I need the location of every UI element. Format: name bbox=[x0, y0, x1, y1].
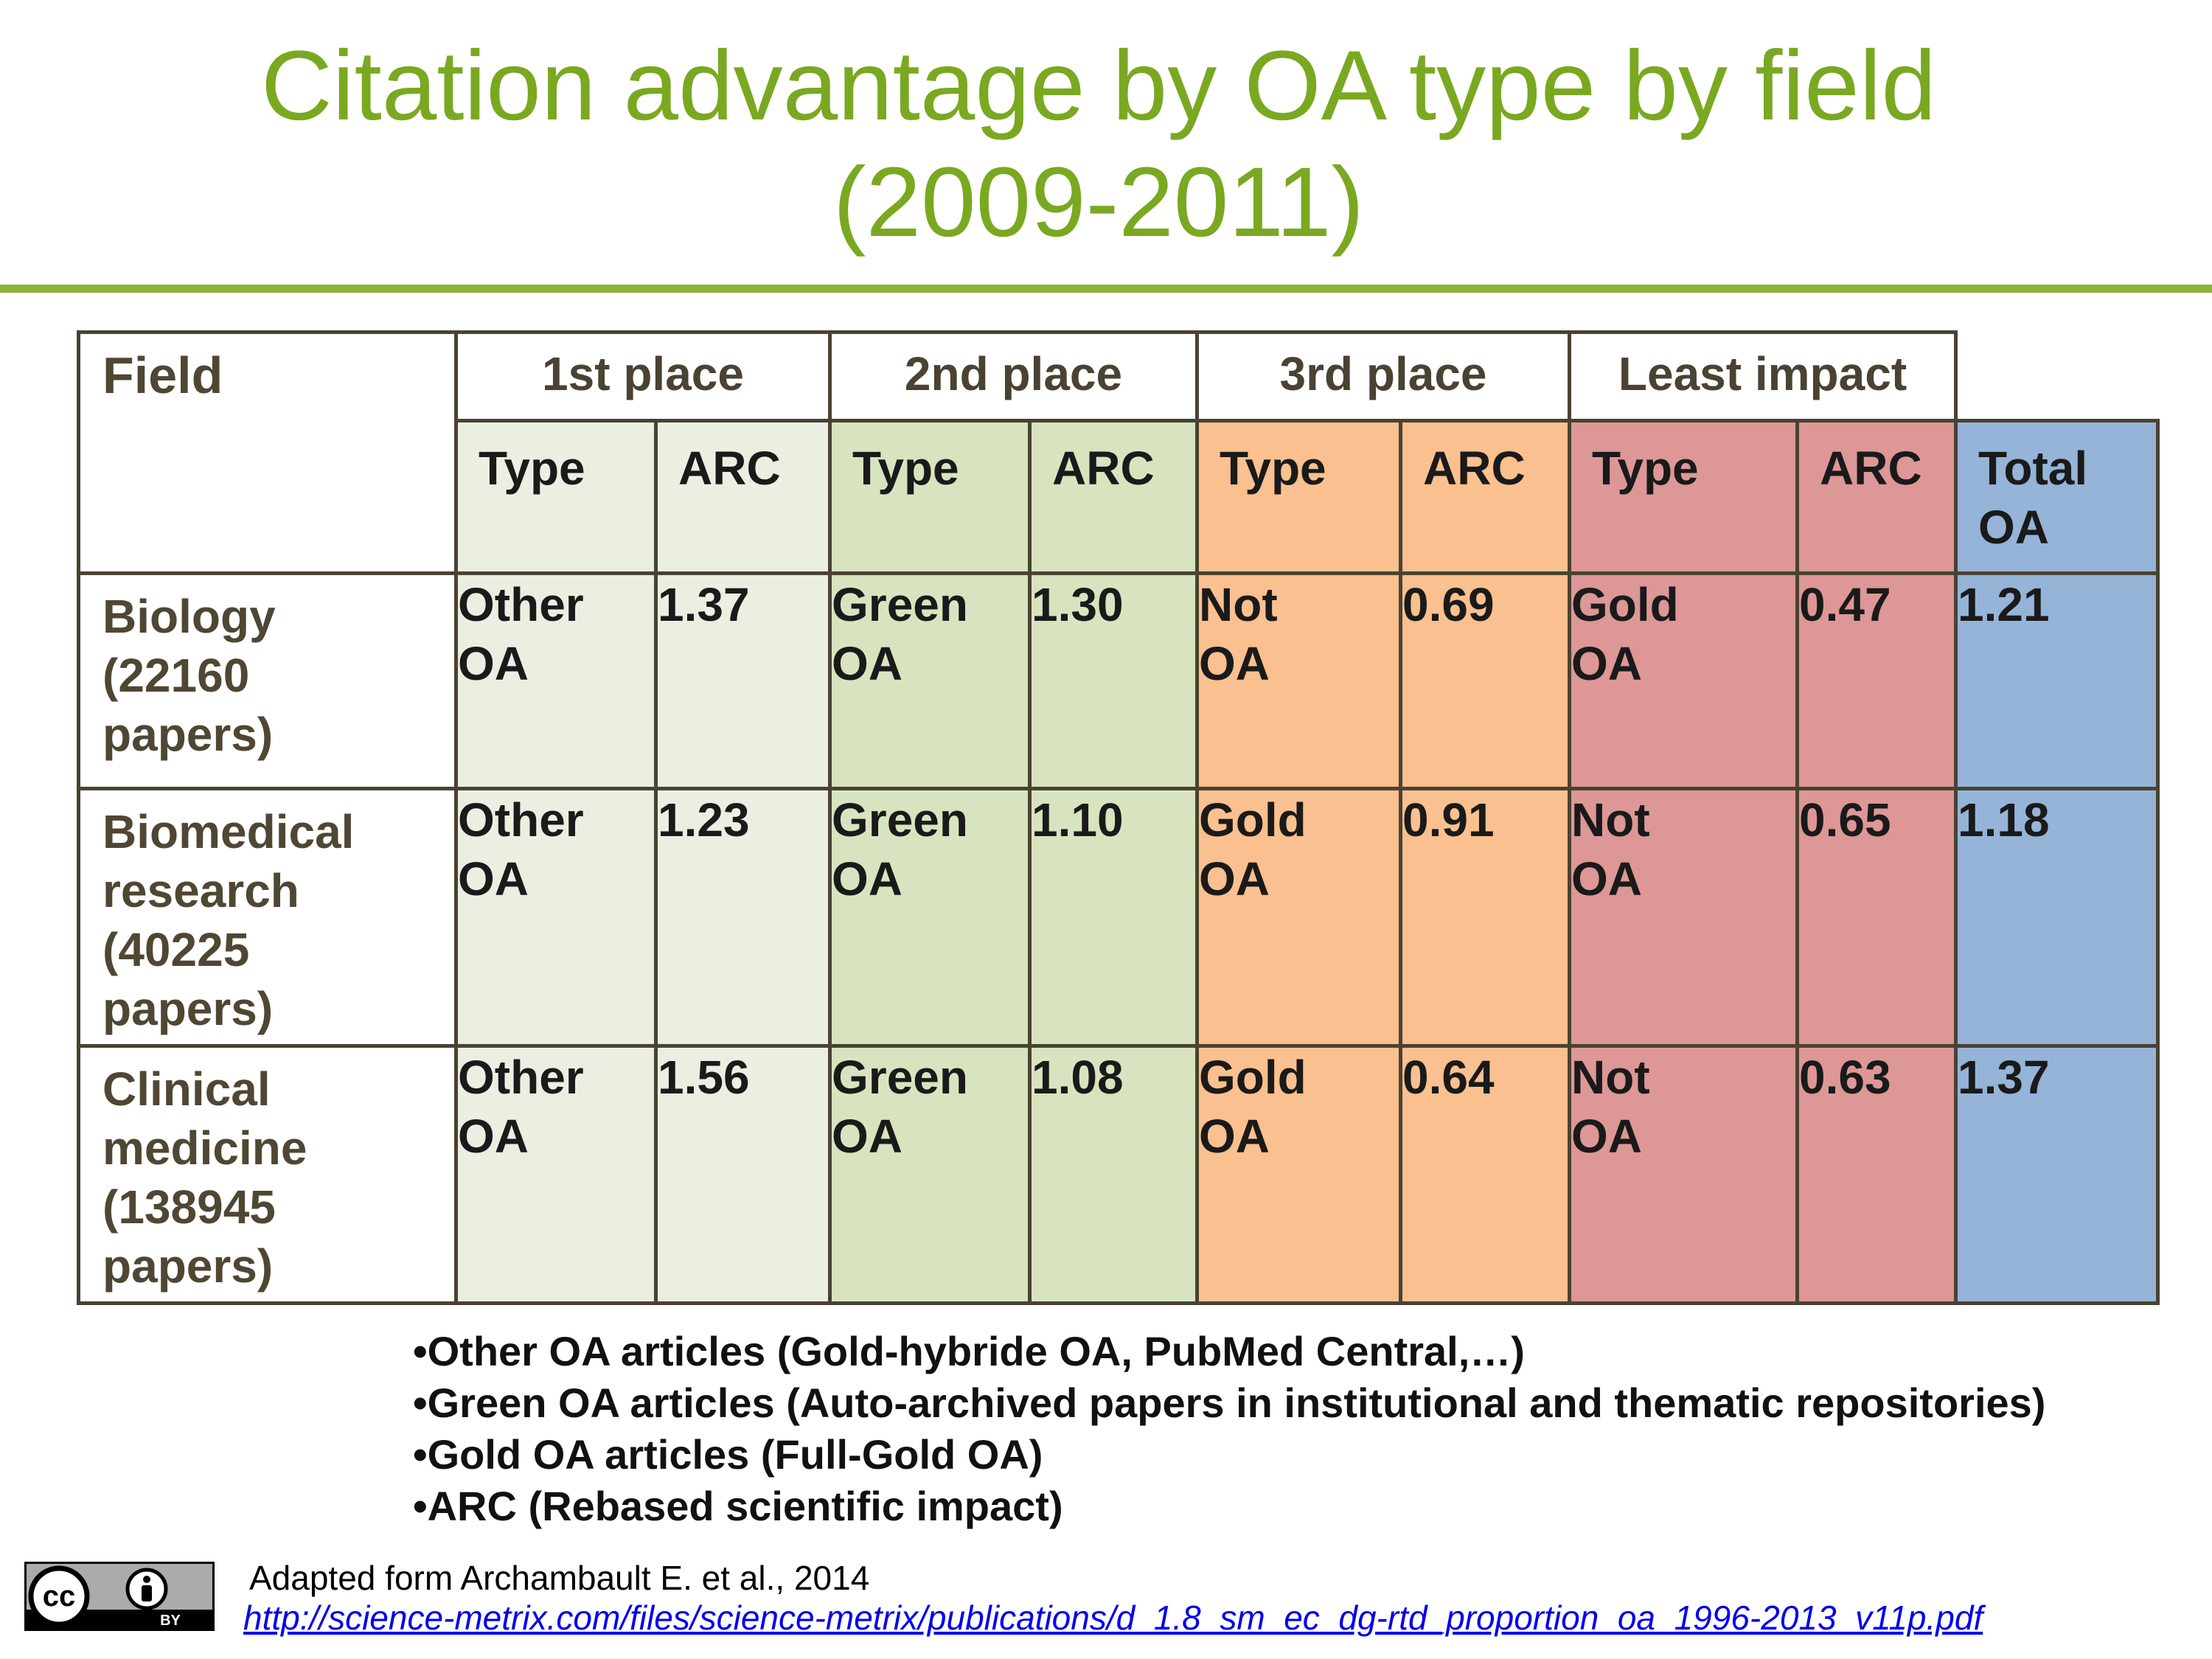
sub-arc-2: ARC bbox=[1028, 419, 1199, 575]
third-arc-cell: 0.69 bbox=[1399, 571, 1571, 790]
third-arc-cell: 0.64 bbox=[1399, 1044, 1571, 1305]
sub-type-2: Type bbox=[828, 419, 1031, 575]
group-header-2nd: 2nd place bbox=[828, 330, 1199, 422]
cc-by-icon[interactable]: cc BY bbox=[24, 1562, 215, 1631]
legend-item: ARC (Rebased scientific impact) bbox=[413, 1481, 2045, 1532]
second-type-cell: Green OA bbox=[828, 1044, 1031, 1305]
sub-arc-3: ARC bbox=[1399, 419, 1571, 575]
legend-item: Gold OA articles (Full-Gold OA) bbox=[413, 1429, 2045, 1481]
table-row: Biology (22160 papers) Other OA 1.37 Green O… bbox=[77, 571, 2160, 790]
least-arc-cell: 0.47 bbox=[1795, 571, 1958, 790]
least-type-cell: Not OA bbox=[1568, 1044, 1798, 1305]
sub-total-oa: Total OA bbox=[1954, 419, 2160, 575]
field-cell: Biomedical research (40225 papers) bbox=[77, 787, 458, 1048]
third-type-cell: Gold OA bbox=[1195, 1044, 1402, 1305]
legend-item: Other OA articles (Gold-hybride OA, PubM… bbox=[413, 1326, 2045, 1377]
source-link[interactable]: http://science-metrix.com/files/science-… bbox=[243, 1599, 1983, 1637]
second-arc-cell: 1.08 bbox=[1028, 1044, 1199, 1305]
least-arc-cell: 0.65 bbox=[1795, 787, 1958, 1048]
sub-arc-4: ARC bbox=[1795, 419, 1958, 575]
table-row: Clinical medicine (138945 papers) Other OA 1… bbox=[77, 1044, 2160, 1305]
group-header-1st: 1st place bbox=[454, 330, 832, 422]
sub-type-3: Type bbox=[1195, 419, 1402, 575]
slide-title: Citation advantage by OA type by field (… bbox=[0, 28, 2197, 261]
group-header-least: Least impact bbox=[1568, 330, 1958, 422]
least-arc-cell: 0.63 bbox=[1795, 1044, 1958, 1305]
by-text: BY bbox=[160, 1613, 181, 1629]
table-row: Biomedical research (40225 papers) Other OA … bbox=[77, 787, 2160, 1048]
group-header-3rd: 3rd place bbox=[1195, 330, 1571, 422]
field-header: Field bbox=[77, 330, 458, 575]
least-type-cell: Gold OA bbox=[1568, 571, 1798, 790]
legend-item: Green OA articles (Auto-archived papers … bbox=[413, 1377, 2046, 1429]
citation-advantage-table: Field 1st place 2nd place 3rd place Leas… bbox=[77, 330, 2160, 1305]
title-divider bbox=[0, 285, 2212, 293]
total-oa-cell: 1.37 bbox=[1954, 1044, 2160, 1305]
second-arc-cell: 1.30 bbox=[1028, 571, 1199, 790]
title-line-1: Citation advantage by OA type by field bbox=[261, 31, 1936, 141]
first-arc-cell: 1.23 bbox=[654, 787, 832, 1048]
sub-arc-1: ARC bbox=[654, 419, 832, 575]
total-oa-cell: 1.21 bbox=[1954, 571, 2160, 790]
second-type-cell: Green OA bbox=[828, 571, 1031, 790]
source-credit: Adapted form Archambault E. et al., 2014 bbox=[249, 1559, 870, 1597]
first-type-cell: Other OA bbox=[454, 1044, 657, 1305]
sub-type-4: Type bbox=[1568, 419, 1798, 575]
second-arc-cell: 1.10 bbox=[1028, 787, 1199, 1048]
least-type-cell: Not OA bbox=[1568, 787, 1798, 1048]
third-type-cell: Gold OA bbox=[1195, 787, 1402, 1048]
second-type-cell: Green OA bbox=[828, 787, 1031, 1048]
third-arc-cell: 0.91 bbox=[1399, 787, 1571, 1048]
title-line-2: (2009-2011) bbox=[832, 147, 1365, 257]
header-spacer bbox=[1954, 332, 2158, 422]
first-arc-cell: 1.37 bbox=[654, 571, 832, 790]
first-arc-cell: 1.56 bbox=[654, 1044, 832, 1305]
legend-list: Other OA articles (Gold-hybride OA, PubM… bbox=[413, 1326, 2046, 1532]
first-type-cell: Other OA bbox=[454, 571, 657, 790]
field-cell: Biology (22160 papers) bbox=[77, 571, 458, 790]
sub-type-1: Type bbox=[454, 419, 657, 575]
cc-text: cc bbox=[43, 1580, 76, 1613]
first-type-cell: Other OA bbox=[454, 787, 657, 1048]
cc-by-logo: cc BY bbox=[27, 1564, 212, 1629]
sub-header-row: Type ARC Type ARC Type ARC Type ARC Tota… bbox=[79, 419, 2160, 575]
total-oa-cell: 1.18 bbox=[1954, 787, 2160, 1048]
group-header-row: Field 1st place 2nd place 3rd place Leas… bbox=[77, 330, 2158, 575]
field-cell: Clinical medicine (138945 papers) bbox=[77, 1044, 458, 1305]
third-type-cell: Not OA bbox=[1195, 571, 1402, 790]
